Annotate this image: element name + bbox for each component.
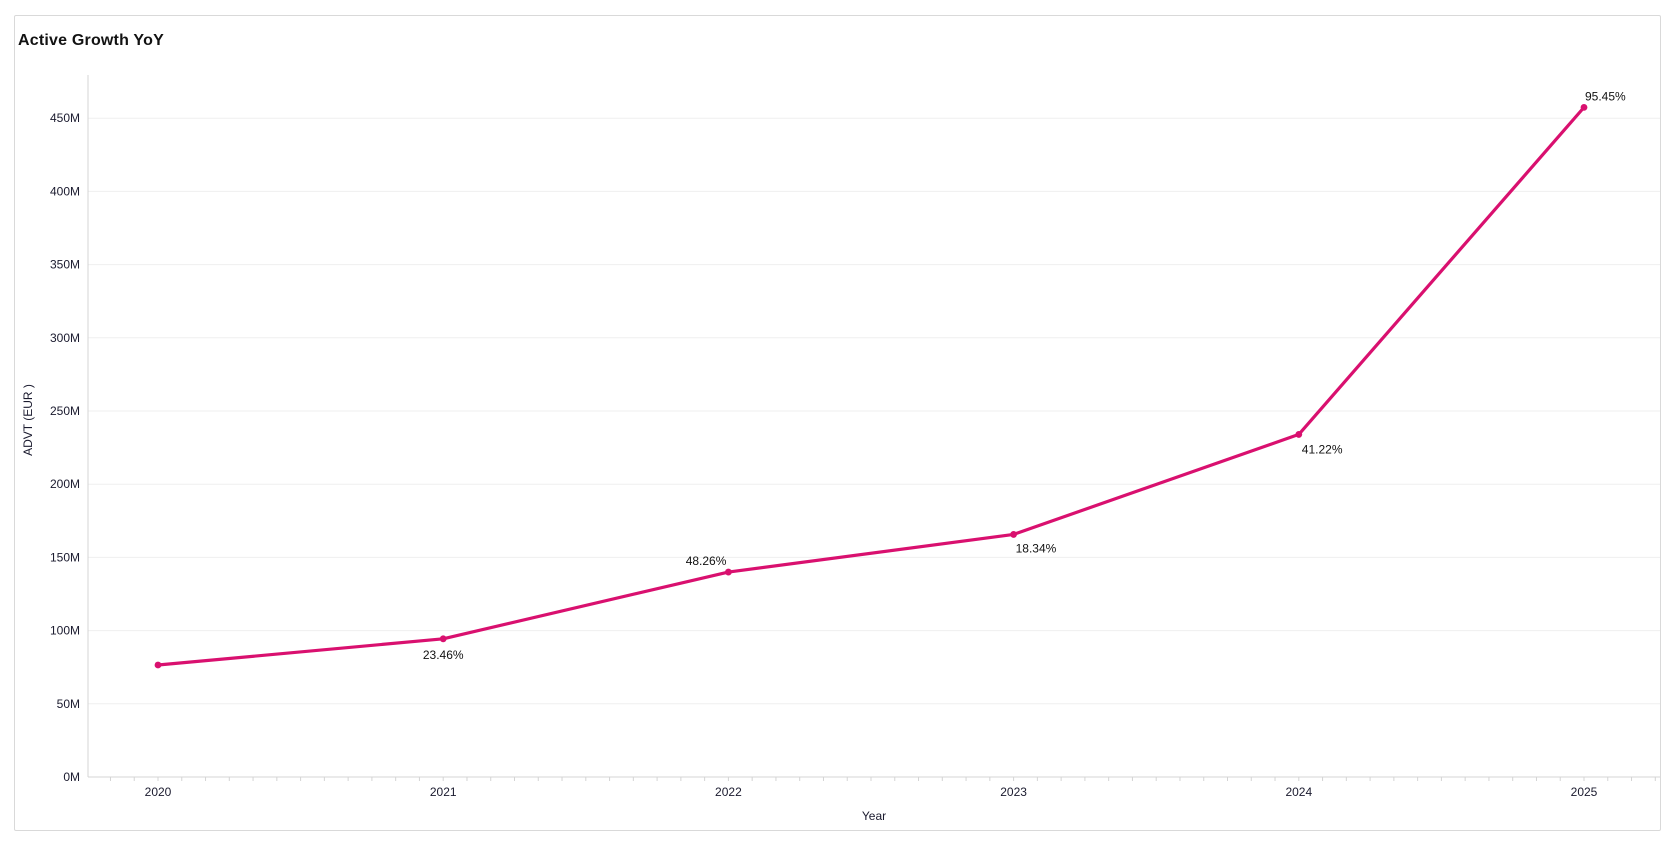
y-tick-400M: 400M	[50, 184, 80, 198]
x-tick-2020: 2020	[145, 785, 172, 799]
data-point-2024[interactable]	[1295, 431, 1303, 438]
data-point-2022[interactable]	[725, 568, 732, 576]
x-tick-2023: 2023	[1000, 785, 1027, 799]
chart-card	[14, 15, 1661, 831]
y-tick-200M: 200M	[50, 477, 80, 491]
y-tick-250M: 250M	[50, 404, 80, 418]
y-tick-0M: 0M	[63, 770, 80, 784]
x-tick-2024: 2024	[1285, 785, 1312, 799]
y-tick-300M: 300M	[50, 331, 80, 345]
x-axis-title: Year	[862, 809, 886, 823]
point-label-2023: 18.34%	[1016, 541, 1057, 555]
x-tick-2022: 2022	[715, 785, 742, 799]
y-tick-50M: 50M	[57, 697, 80, 711]
point-label-2021: 23.46%	[423, 648, 464, 662]
chart-title: Active Growth YoY	[18, 32, 164, 49]
y-tick-450M: 450M	[50, 111, 80, 125]
data-point-2021[interactable]	[439, 635, 447, 643]
y-tick-350M: 350M	[50, 258, 80, 272]
y-axis-title: ADVT (EUR )	[21, 384, 35, 456]
point-label-2024: 41.22%	[1302, 442, 1343, 456]
y-tick-100M: 100M	[50, 624, 80, 638]
data-point-2023[interactable]	[1010, 531, 1017, 538]
y-tick-150M: 150M	[50, 550, 80, 564]
x-tick-2021: 2021	[430, 785, 457, 799]
x-tick-2025: 2025	[1571, 785, 1598, 799]
point-label-2022: 48.26%	[686, 554, 727, 568]
series-line	[156, 105, 1586, 667]
point-label-2025: 95.45%	[1585, 89, 1626, 103]
data-point-2020[interactable]	[154, 661, 162, 669]
data-point-2025[interactable]	[1580, 103, 1588, 111]
